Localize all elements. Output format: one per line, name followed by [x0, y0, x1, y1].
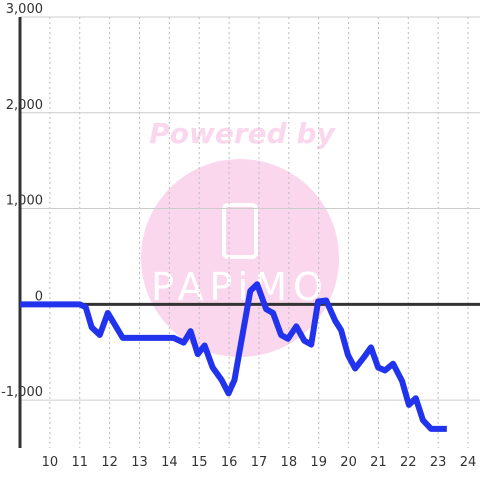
- watermark-text: Powered by: [149, 117, 336, 150]
- x-tick-label: 22: [400, 455, 417, 470]
- x-tick-label: 10: [42, 455, 59, 470]
- y-tick-label: -1,000: [1, 385, 43, 400]
- x-tick-label: 12: [101, 455, 118, 470]
- data-line: [20, 281, 447, 432]
- x-tick-label: 11: [71, 455, 88, 470]
- x-tick-label: 23: [430, 455, 447, 470]
- x-tick-label: 15: [191, 455, 208, 470]
- y-tick-label: 1,000: [6, 194, 43, 209]
- y-tick-label: 3,000: [6, 2, 43, 17]
- x-tick-label: 18: [281, 455, 298, 470]
- x-tick-label: 24: [460, 455, 477, 470]
- x-tick-label: 19: [310, 455, 327, 470]
- y-tick-label: 0: [35, 289, 43, 304]
- x-tick-label: 17: [251, 455, 268, 470]
- y-tick-label: 2,000: [6, 98, 43, 113]
- watermark-icon: [222, 203, 258, 259]
- x-tick-label: 16: [221, 455, 238, 470]
- x-tick-label: 13: [131, 455, 148, 470]
- watermark: Powered by PAPiMO: [141, 117, 339, 357]
- x-tick-label: 14: [161, 455, 178, 470]
- x-tick-label: 21: [370, 455, 387, 470]
- x-tick-label: 20: [340, 455, 357, 470]
- watermark-logo: PAPiMO: [151, 265, 329, 309]
